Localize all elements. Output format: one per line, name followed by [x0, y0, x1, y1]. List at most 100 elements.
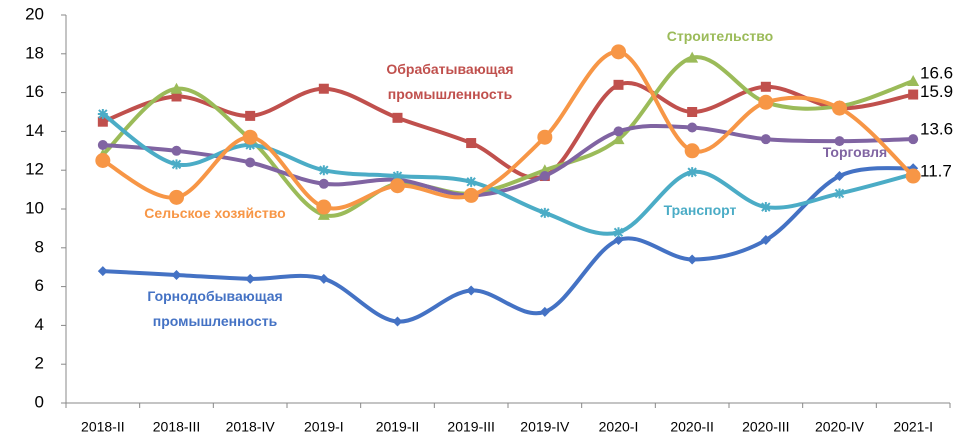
series-name: Транспорт: [664, 202, 737, 218]
marker: [171, 269, 182, 280]
marker: [613, 126, 624, 137]
marker: [539, 171, 550, 182]
marker: [613, 79, 624, 90]
y-tick-label: 20: [25, 4, 44, 23]
marker: [834, 188, 845, 199]
marker: [463, 187, 479, 203]
marker: [908, 89, 919, 100]
series-name: Горнодобывающая промышленность: [147, 288, 282, 329]
x-tick-label: 2018-IV: [226, 419, 276, 435]
x-tick-label: 2018-III: [153, 419, 200, 435]
marker: [758, 94, 774, 110]
y-tick-label: 10: [25, 198, 44, 217]
marker: [907, 74, 920, 86]
marker: [908, 134, 919, 145]
marker: [834, 136, 845, 147]
series-line: [102, 123, 914, 198]
marker: [905, 168, 921, 184]
marker: [760, 202, 771, 213]
marker: [245, 157, 256, 168]
data-label: 15.9: [920, 82, 953, 101]
y-tick-label: 2: [35, 354, 44, 373]
marker: [760, 134, 771, 145]
marker: [245, 110, 256, 121]
marker: [97, 266, 108, 277]
y-tick-label: 18: [25, 43, 44, 62]
series-name-text: Сельское хозяйство: [144, 205, 285, 221]
marker: [245, 139, 256, 150]
marker: [392, 112, 403, 123]
x-tick-label: 2019-I: [304, 419, 344, 435]
y-tick-label: 12: [25, 160, 44, 179]
y-tick-label: 16: [25, 82, 44, 101]
series-name-line: промышленность: [388, 86, 513, 102]
marker: [760, 81, 771, 92]
marker: [242, 129, 258, 145]
series-name-line: промышленность: [153, 313, 278, 329]
marker: [316, 199, 332, 215]
marker: [95, 153, 111, 168]
y-tick-label: 4: [35, 315, 44, 334]
marker: [318, 83, 329, 94]
marker: [684, 143, 700, 159]
marker: [171, 91, 182, 102]
marker: [392, 316, 403, 327]
series-name-text: Транспорт: [664, 202, 737, 218]
marker: [466, 285, 477, 296]
x-tick-label: 2020-I: [599, 419, 639, 435]
x-tick-label: 2020-II: [670, 419, 714, 435]
marker: [687, 107, 698, 117]
data-label: 13.6: [920, 120, 953, 139]
y-tick-label: 0: [35, 392, 44, 411]
marker: [466, 176, 477, 187]
marker: [318, 165, 329, 176]
series-name-text: Торговля: [823, 144, 887, 160]
x-tick-label: 2019-IV: [520, 419, 570, 435]
marker: [97, 108, 108, 119]
marker: [760, 235, 771, 246]
x-tick-label: 2021-I: [893, 419, 933, 435]
series-name-line: Обрабатывающая: [386, 61, 513, 77]
x-tick-label: 2018-II: [81, 419, 125, 435]
x-tick-label: 2020-III: [742, 419, 789, 435]
x-tick-label: 2020-IV: [815, 419, 865, 435]
marker: [834, 171, 845, 182]
marker: [171, 159, 182, 170]
marker: [613, 227, 624, 238]
series-name: Торговля: [823, 144, 887, 160]
y-tick-label: 8: [35, 237, 44, 256]
marker: [613, 235, 624, 246]
x-tick-label: 2019-II: [376, 419, 420, 435]
marker: [832, 100, 847, 116]
marker: [169, 189, 184, 205]
marker: [390, 178, 405, 194]
marker: [686, 51, 699, 63]
series-name-line: Горнодобывающая: [147, 288, 282, 304]
marker: [687, 122, 698, 133]
marker: [539, 207, 550, 218]
series-name: Сельское хозяйство: [144, 205, 285, 221]
x-tick-label: 2019-III: [447, 419, 494, 435]
marker: [612, 133, 625, 145]
marker: [611, 44, 626, 60]
marker: [97, 116, 108, 127]
y-tick-label: 6: [35, 276, 44, 295]
marker: [537, 129, 553, 145]
marker: [687, 254, 698, 265]
data-label: 11.7: [920, 162, 952, 181]
marker: [245, 273, 256, 284]
marker: [318, 273, 329, 284]
series-line: [101, 55, 914, 218]
marker: [170, 82, 183, 94]
marker: [539, 306, 550, 317]
series-name-text: Строительство: [667, 28, 773, 44]
y-tick-label: 14: [25, 121, 44, 140]
series-name: Обрабатывающая промышленность: [386, 61, 513, 102]
marker: [466, 138, 477, 149]
series-name: Строительство: [667, 28, 773, 44]
marker: [318, 178, 329, 189]
marker: [687, 167, 698, 178]
data-label: 16.6: [920, 63, 953, 82]
marker: [171, 145, 182, 156]
